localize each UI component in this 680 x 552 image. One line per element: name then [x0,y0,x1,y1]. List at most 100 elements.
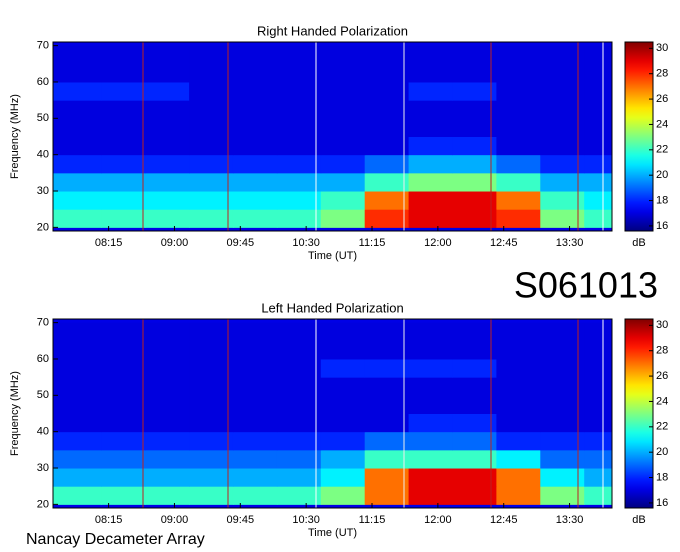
heatmap-cell [540,395,585,414]
heatmap-cell [53,154,102,174]
heatmap-cell [408,136,453,156]
heatmap-cell [452,395,497,414]
heatmap-cell [364,45,410,65]
x-tick-label: 09:00 [161,514,189,526]
heatmap-cell [145,377,190,396]
heatmap-cell [145,118,190,137]
colorbar-tick-label: 26 [656,370,668,382]
heatmap-cell [189,468,234,487]
heatmap-cell [584,136,612,156]
x-tick-label: 10:30 [292,514,320,526]
heatmap-cell [408,100,453,119]
heatmap-cell [101,154,146,174]
heatmap-cell [276,340,322,360]
heatmap-cell [540,81,585,101]
heatmap-cell [496,322,541,342]
heatmap-cell [496,63,541,83]
x-tick-label: 10:30 [292,237,320,249]
heatmap-cell [408,449,453,469]
y-tick-label: 40 [37,426,49,438]
colorbar-tick-label: 28 [656,68,668,80]
heatmap-cell [276,118,322,137]
heatmap-cell [584,172,612,192]
heatmap-cell [53,136,102,156]
y-tick-label: 40 [37,149,49,161]
heatmap-cell [320,395,366,414]
heatmap-cell [276,468,322,487]
heatmap-cell [452,45,497,65]
heatmap-cell [232,486,278,505]
heatmap-cell [101,486,146,505]
heatmap-cell [540,322,585,342]
heatmap-cell [145,191,190,210]
heatmap-cell [320,340,366,360]
chart-title: Right Handed Polarization [257,23,408,38]
heatmap-cell [408,431,453,451]
heatmap-cell [364,413,410,433]
heatmap-cell [232,118,278,137]
plot-frame [52,41,613,232]
heatmap-cell [540,45,585,65]
heatmap-cell [145,395,190,414]
colorbar-tick-label: 30 [656,319,668,331]
heatmap-cell [320,81,366,101]
y-tick-label: 20 [37,498,49,510]
heatmap-cell [496,100,541,119]
heatmap-cell [408,358,453,378]
heatmap-cell [408,118,453,137]
plot-frame [52,318,613,509]
heatmap-cell [145,322,190,342]
heatmap-cell [189,209,234,228]
heatmap-cell [540,191,585,210]
heatmap-cell [101,468,146,487]
heatmap-cell [189,172,234,192]
heatmap-cell [232,395,278,414]
heatmap-cell [364,468,410,487]
heatmap-cell [189,413,234,433]
heatmap-cell [320,431,366,451]
heatmap-cell [101,100,146,119]
heatmap-cell [408,395,453,414]
heatmap-cell [232,63,278,83]
heatmap-cell [189,377,234,396]
heatmap-cell [145,45,190,65]
colorbar [624,318,654,509]
x-tick-label: 09:45 [227,514,255,526]
heatmap-cell [320,191,366,210]
heatmap-cell [320,358,366,378]
heatmap-cell [320,322,366,342]
heatmap-cell [496,191,541,210]
heatmap-cell [496,118,541,137]
colorbar-label: dB [632,514,645,526]
heatmap-cell [452,431,497,451]
heatmap-cell [320,413,366,433]
footer: Nancay Decameter Array [26,531,205,548]
heatmap-cell [584,191,612,210]
heatmap-cell [496,486,541,505]
colorbar-tick-label: 24 [656,395,668,407]
heatmap-cell [276,322,322,342]
dataset-label: S061013 [514,265,658,306]
heatmap-cell [101,136,146,156]
heatmap-cell [101,340,146,360]
x-tick-label: 08:15 [95,237,123,249]
x-tick-label: 13:30 [556,514,584,526]
heatmap-cell [232,468,278,487]
heatmap-cell [145,449,190,469]
heatmap-cell [364,322,410,342]
heatmap-cell [584,377,612,396]
heatmap-cell [232,431,278,451]
heatmap-cell [496,413,541,433]
x-tick-label: 12:45 [490,514,518,526]
colorbar-tick-label: 26 [656,93,668,105]
heatmap-cell [540,172,585,192]
heatmap-cell [364,377,410,396]
heatmap-cell [101,172,146,192]
heatmap-cell [189,395,234,414]
heatmap-cell [408,468,453,487]
y-tick-label: 60 [37,76,49,88]
heatmap-cell [320,468,366,487]
heatmap-cell [408,63,453,83]
heatmap-cell [408,377,453,396]
heatmap-cell [53,172,102,192]
